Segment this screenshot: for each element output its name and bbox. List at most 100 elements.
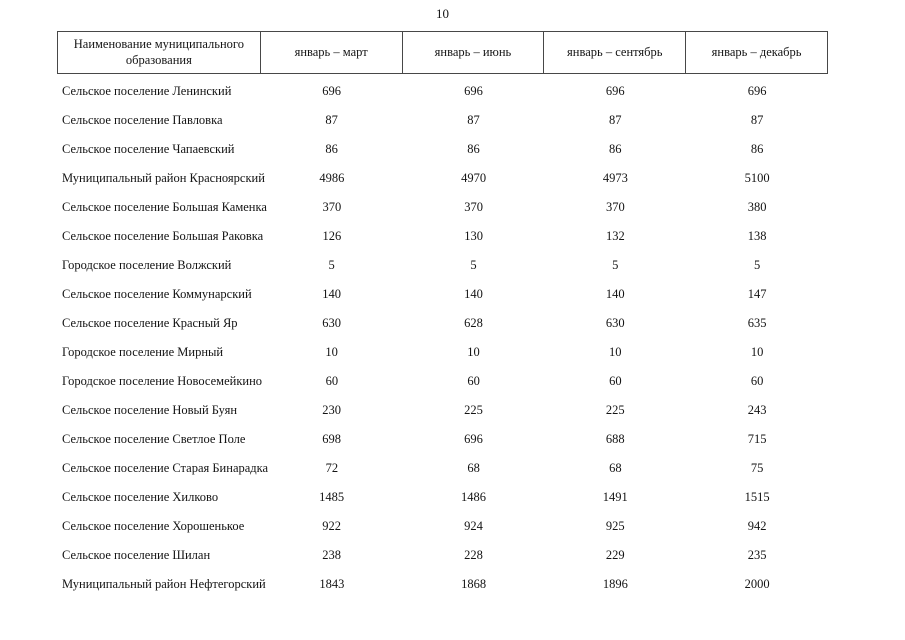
table-row: Сельское поселение Старая Бинарадка 72 68 6… bbox=[57, 454, 828, 483]
table-row: Сельское поселение Хорошенькое 922 924 925 9… bbox=[57, 512, 828, 541]
row-value: 140 bbox=[322, 287, 342, 301]
table-header-row: Наименование муниципального образования … bbox=[57, 31, 828, 74]
row-value: 688 bbox=[605, 432, 625, 446]
row-name: Городское поселение Волжский bbox=[62, 258, 232, 272]
row-name: Муниципальный район Красноярский bbox=[62, 171, 265, 185]
row-value: 696 bbox=[605, 84, 625, 98]
row-name: Сельское поселение Красный Яр bbox=[62, 316, 238, 330]
table-row: Сельское поселение Ленинский 696 696 696 696 bbox=[57, 77, 828, 106]
row-name: Сельское поселение Старая Бинарадка bbox=[62, 461, 269, 475]
table-row: Сельское поселение Павловка 87 87 87 87 bbox=[57, 106, 828, 135]
row-value: 235 bbox=[747, 548, 767, 562]
table-row: Сельское поселение Шилан 238 228 229 235 bbox=[57, 541, 828, 570]
row-value: 87 bbox=[467, 113, 480, 127]
row-value: 635 bbox=[747, 316, 767, 330]
row-value: 72 bbox=[325, 461, 339, 475]
table-row: Сельское поселение Коммунарский 140 140 140… bbox=[57, 280, 828, 309]
row-value: 1515 bbox=[744, 490, 770, 504]
row-value: 243 bbox=[747, 403, 767, 417]
row-value: 1485 bbox=[319, 490, 345, 504]
row-value: 87 bbox=[325, 113, 338, 127]
row-value: 4970 bbox=[461, 171, 487, 185]
row-name: Сельское поселение Ленинский bbox=[62, 84, 232, 98]
row-name: Муниципальный район Нефтегорский bbox=[62, 577, 266, 591]
row-value: 229 bbox=[605, 548, 625, 562]
row-value: 696 bbox=[322, 84, 342, 98]
row-value: 380 bbox=[747, 200, 767, 214]
row-name: Сельское поселение Светлое Поле bbox=[62, 432, 246, 446]
row-name: Сельское поселение Большая Раковка bbox=[62, 229, 264, 243]
page-number: 10 bbox=[436, 6, 449, 21]
row-value: 715 bbox=[747, 432, 767, 446]
row-value: 5 bbox=[753, 258, 761, 272]
row-value: 922 bbox=[322, 519, 342, 533]
row-value: 370 bbox=[322, 200, 342, 214]
row-value: 5100 bbox=[744, 171, 770, 185]
row-name: Городское поселение Мирный bbox=[62, 345, 224, 359]
row-name: Сельское поселение Шилан bbox=[62, 548, 211, 562]
row-name: Сельское поселение Павловка bbox=[62, 113, 223, 127]
row-value: 228 bbox=[464, 548, 483, 562]
row-value: 60 bbox=[325, 374, 339, 388]
header-cell-period: январь – июнь bbox=[401, 31, 545, 74]
table-row: Муниципальный район Красноярский 4986 4970… bbox=[57, 164, 828, 193]
row-value: 1843 bbox=[319, 577, 345, 591]
row-value: 698 bbox=[322, 432, 342, 446]
row-value: 68 bbox=[467, 461, 480, 475]
row-name: Сельское поселение Новый Буян bbox=[62, 403, 238, 417]
row-value: 924 bbox=[464, 519, 483, 533]
header-cell-name: Наименование муниципального образования bbox=[57, 31, 261, 74]
row-value: 68 bbox=[609, 461, 622, 475]
table-row: Городское поселение Новосемейкино 60 60 60 6… bbox=[57, 367, 828, 396]
row-name: Сельское поселение Большая Каменка bbox=[62, 200, 267, 214]
row-name: Сельское поселение Коммунарский bbox=[62, 287, 252, 301]
row-value: 140 bbox=[464, 287, 483, 301]
row-value: 370 bbox=[464, 200, 483, 214]
row-value: 132 bbox=[606, 229, 625, 243]
row-value: 60 bbox=[609, 374, 622, 388]
table-body: Сельское поселение Ленинский 696 696 696 696… bbox=[57, 74, 828, 599]
header-cell-period: январь – март bbox=[259, 31, 403, 74]
table-row: Муниципальный район Нефтегорский 1843 1868… bbox=[57, 570, 828, 599]
row-value: 10 bbox=[750, 345, 764, 359]
row-value: 238 bbox=[322, 548, 342, 562]
row-value: 225 bbox=[605, 403, 625, 417]
row-value: 87 bbox=[750, 113, 764, 127]
row-value: 86 bbox=[750, 142, 764, 156]
row-value: 10 bbox=[325, 345, 338, 359]
row-value: 230 bbox=[322, 403, 342, 417]
table-row: Городское поселение Волжский 5 5 5 5 bbox=[57, 251, 828, 280]
row-value: 1896 bbox=[602, 577, 628, 591]
row-value: 630 bbox=[322, 316, 342, 330]
row-value: 126 bbox=[322, 229, 342, 243]
row-value: 147 bbox=[747, 287, 767, 301]
row-value: 4986 bbox=[319, 171, 345, 185]
header-cell-period: январь – декабрь bbox=[685, 31, 828, 74]
row-value: 225 bbox=[464, 403, 483, 417]
table-row: Сельское поселение Чапаевский 86 86 86 86 bbox=[57, 135, 828, 164]
table-row: Городское поселение Мирный 10 10 10 10 bbox=[57, 338, 828, 367]
row-name: Сельское поселение Хилково bbox=[62, 490, 219, 504]
row-value: 696 bbox=[464, 432, 483, 446]
row-value: 138 bbox=[747, 229, 767, 243]
row-value: 630 bbox=[605, 316, 625, 330]
row-value: 1491 bbox=[602, 490, 628, 504]
row-name: Сельское поселение Чапаевский bbox=[62, 142, 235, 156]
row-value: 2000 bbox=[744, 577, 770, 591]
row-value: 1868 bbox=[461, 577, 487, 591]
table-row: Сельское поселение Светлое Поле 698 696 688… bbox=[57, 425, 828, 454]
row-value: 925 bbox=[605, 519, 625, 533]
row-value: 5 bbox=[612, 258, 619, 272]
row-value: 75 bbox=[750, 461, 764, 475]
row-value: 86 bbox=[325, 142, 338, 156]
header-cell-period: январь – сентябрь bbox=[543, 31, 687, 74]
row-value: 5 bbox=[470, 258, 477, 272]
row-name: Городское поселение Новосемейкино bbox=[62, 374, 263, 388]
table-row: Сельское поселение Новый Буян 230 225 225 24… bbox=[57, 396, 828, 425]
table-row: Сельское поселение Большая Каменка 370 370… bbox=[57, 193, 828, 222]
row-value: 1486 bbox=[460, 490, 486, 504]
table-row: Сельское поселение Красный Яр 630 628 630 63… bbox=[57, 309, 828, 338]
row-value: 696 bbox=[747, 84, 767, 98]
row-value: 942 bbox=[747, 519, 767, 533]
